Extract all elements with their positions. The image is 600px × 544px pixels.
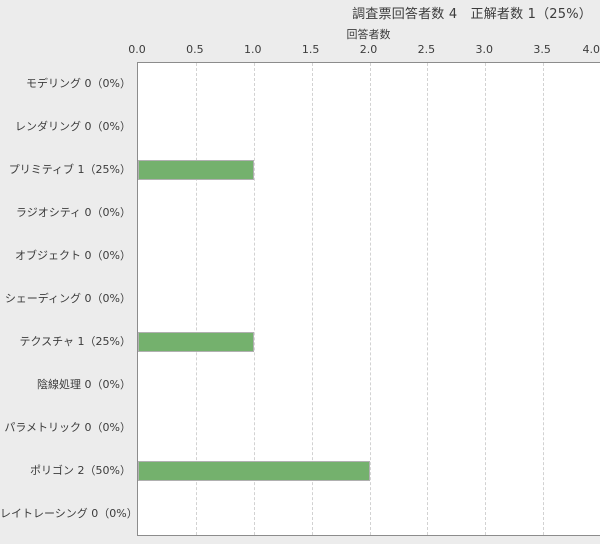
x-axis-title: 回答者数 (346, 28, 391, 41)
y-tick-label: パラメトリック 0（0%） (4, 421, 131, 434)
gridline (253, 63, 255, 535)
plot-area (137, 62, 600, 536)
x-tick-label: 4.0 (582, 43, 600, 56)
y-tick-label: オブジェクト 0（0%） (15, 249, 131, 262)
y-tick-label: レンダリング 0（0%） (15, 120, 131, 133)
x-tick-label: 0.5 (186, 43, 204, 56)
bar-row (138, 321, 600, 364)
bar[interactable] (138, 461, 370, 481)
bar-row (138, 149, 600, 192)
y-tick-label: 陰線処理 0（0%） (37, 378, 131, 391)
gridline (311, 63, 313, 535)
x-tick-label: 1.0 (244, 43, 262, 56)
y-tick-label: ラジオシティ 0（0%） (15, 206, 131, 219)
x-axis-tick-labels: 0.0 0.5 1.0 1.5 2.0 2.5 3.0 3.5 4.0 (0, 43, 600, 105)
y-tick-label: プリミティブ 1（25%） (8, 163, 131, 176)
gridline (195, 63, 197, 535)
y-axis-tick-labels: モデリング 0（0%） レンダリング 0（0%） プリミティブ 1（25%） ラジオシ… (0, 62, 600, 536)
gridline (543, 63, 545, 535)
x-tick-label: 2.5 (417, 43, 436, 56)
x-tick-label: 3.5 (533, 43, 551, 56)
x-tick-label: 0.0 (128, 43, 146, 56)
gridline (427, 63, 429, 535)
x-tick-label: 2.0 (359, 43, 378, 56)
bar-row (138, 450, 600, 493)
x-tick-label: 1.5 (301, 43, 320, 56)
y-tick-label: テクスチャ 1（25%） (19, 335, 131, 348)
y-tick-label: モデリング 0（0%） (26, 77, 131, 90)
bar[interactable] (138, 332, 254, 352)
page-title: 調査票回答者数 4 正解者数 1（25%） (352, 7, 592, 22)
bar[interactable] (138, 160, 254, 180)
gridline (485, 63, 487, 535)
y-tick-label: ポリゴン 2（50%） (30, 464, 131, 477)
gridline (369, 63, 371, 535)
y-tick-label: レイトレーシング 0（0%） (0, 507, 138, 520)
y-tick-label: シェーディング 0（0%） (4, 292, 131, 305)
x-tick-label: 3.0 (475, 43, 494, 56)
